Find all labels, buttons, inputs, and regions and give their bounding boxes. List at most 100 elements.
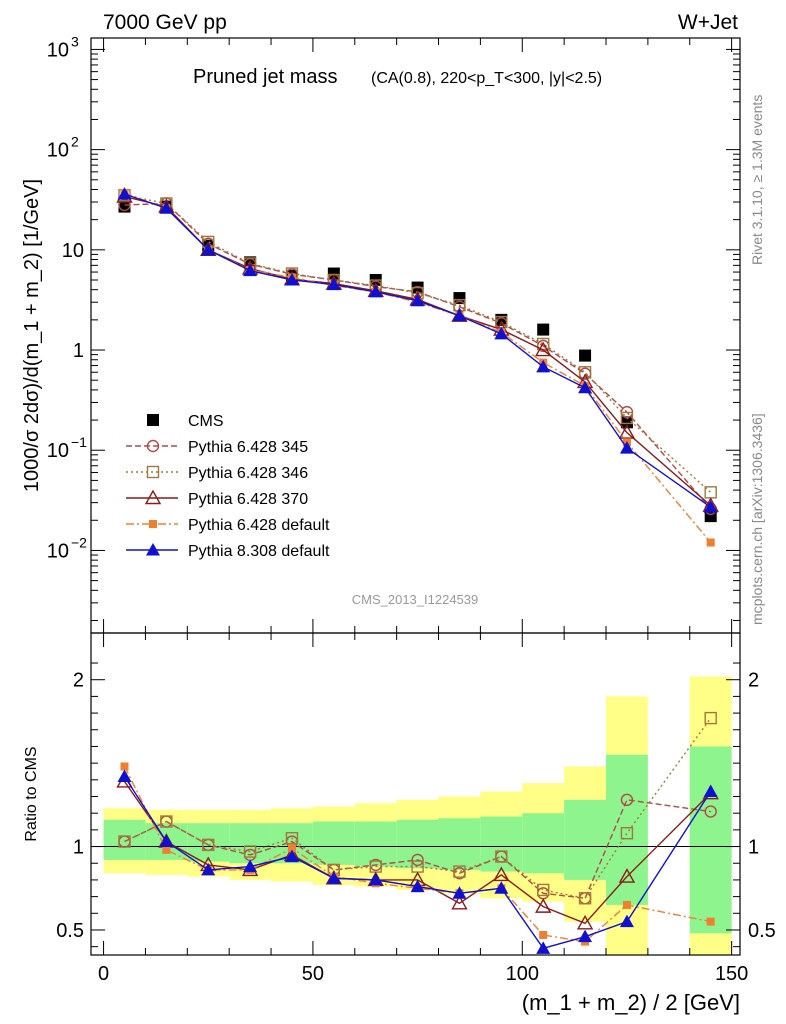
data-point: [618, 868, 636, 883]
ratio-line: [124, 717, 712, 900]
data-point: [326, 277, 341, 291]
data-point: [120, 762, 129, 771]
data-point: [149, 520, 157, 528]
data-point: [576, 914, 594, 930]
band-inner: [103, 819, 146, 860]
data-point: [620, 416, 633, 429]
data-point: [706, 917, 715, 926]
y-axis-label-ratio: Ratio to CMS: [23, 746, 40, 841]
y-tick-label: 1: [73, 340, 84, 362]
data-point: [159, 201, 174, 214]
band-inner: [312, 821, 355, 865]
legend-label: Pythia 8.308 default: [188, 543, 330, 560]
data-point: [452, 886, 467, 899]
data-point: [201, 862, 216, 876]
data-point: [146, 465, 160, 479]
data-point: [620, 411, 634, 425]
x-tick-label: 50: [302, 963, 324, 985]
y-tick-label: 10: [62, 240, 84, 262]
data-point: [118, 835, 131, 848]
data-point: [287, 844, 296, 853]
y-tick-label: 10: [47, 140, 69, 162]
data-point: [411, 853, 424, 867]
data-point: [285, 832, 299, 845]
y-tick-exponent: 2: [71, 134, 79, 150]
data-point: [368, 872, 383, 886]
data-point: [536, 941, 551, 954]
data-point: [162, 845, 171, 854]
y-tick-exponent: −1: [71, 434, 87, 450]
side-label-mcplots: mcplots.cern.ch [arXiv:1306.3436]: [749, 413, 765, 625]
data-point: [619, 914, 634, 928]
ratio-tick-label: 2: [748, 670, 759, 692]
data-point: [117, 769, 132, 782]
x-axis-label: (m_1 + m_2) / 2 [GeV]: [522, 990, 740, 1015]
legend-label: Pythia 6.428 345: [188, 439, 308, 456]
data-point: [146, 543, 160, 556]
data-point: [160, 815, 173, 828]
data-point: [536, 359, 551, 373]
series-line: [124, 194, 712, 493]
y-tick-label: 10: [47, 540, 69, 562]
ratio-frame: [90, 632, 741, 956]
legend-label: CMS: [188, 413, 224, 430]
data-point: [159, 834, 174, 848]
chart-subtitle: (CA(0.8), 220<p_T<300, |y|<2.5): [371, 70, 602, 87]
ratio-tick-label: 0.5: [56, 920, 84, 942]
data-point: [704, 711, 717, 725]
data-point: [619, 441, 634, 454]
band-inner: [187, 823, 230, 862]
ratio-tick-label: 1: [73, 837, 84, 859]
ratio-tick-label: 0.5: [748, 920, 776, 942]
data-point: [243, 263, 258, 277]
data-point: [451, 894, 468, 910]
y-tick-exponent: −2: [71, 534, 87, 550]
data-point: [537, 323, 550, 336]
data-point: [117, 187, 132, 200]
y-tick-label: 10: [47, 39, 69, 61]
data-point: [539, 930, 548, 939]
side-label-rivet: Rivet 3.1.10, ≥ 1.3M events: [749, 95, 765, 265]
data-point: [202, 838, 215, 852]
data-point: [118, 200, 131, 213]
band-inner: [606, 754, 648, 905]
data-point: [703, 500, 718, 513]
series-line: [124, 193, 712, 508]
data-point: [706, 538, 715, 547]
data-point: [410, 879, 425, 893]
band-inner: [438, 818, 481, 870]
y-axis-label-main: 1000/σ 2dσ)/d(m_1 + m_2) [1/GeV]: [21, 179, 43, 492]
ratio-line: [123, 781, 712, 925]
data-point: [620, 827, 634, 840]
band-inner: [689, 746, 732, 934]
data-point: [284, 272, 299, 286]
data-point: [146, 439, 160, 453]
band-inner: [480, 816, 523, 872]
data-point: [368, 284, 383, 298]
data-point: [622, 900, 631, 909]
x-tick-label: 150: [715, 963, 748, 985]
legend-label: Pythia 6.428 default: [188, 517, 330, 534]
data-point: [495, 850, 508, 863]
x-tick-label: 0: [98, 963, 109, 985]
y-axis-ratio: 0.5 0.5 1 1 2 2: [56, 662, 776, 948]
data-point: [453, 865, 466, 878]
ratio-tick-label: 2: [73, 670, 84, 692]
legend: CMS Pythia 6.428 345 Pythia 6.428 346 Pythi…: [126, 413, 330, 560]
header-right: W+Jet: [678, 11, 738, 34]
data-point: [578, 929, 593, 943]
legend-label: Pythia 6.428 370: [188, 491, 308, 508]
data-point: [243, 845, 257, 858]
data-point: [243, 859, 258, 873]
x-tick-label: 100: [506, 963, 539, 985]
data-point: [620, 793, 634, 807]
data-point: [201, 242, 216, 256]
series-line: [124, 202, 712, 510]
ratio-tick-label: 1: [748, 837, 759, 859]
ratio-line: [123, 776, 712, 950]
data-point: [578, 380, 593, 394]
x-axis: 0 50 100 150: [98, 38, 748, 985]
data-point: [494, 326, 509, 340]
